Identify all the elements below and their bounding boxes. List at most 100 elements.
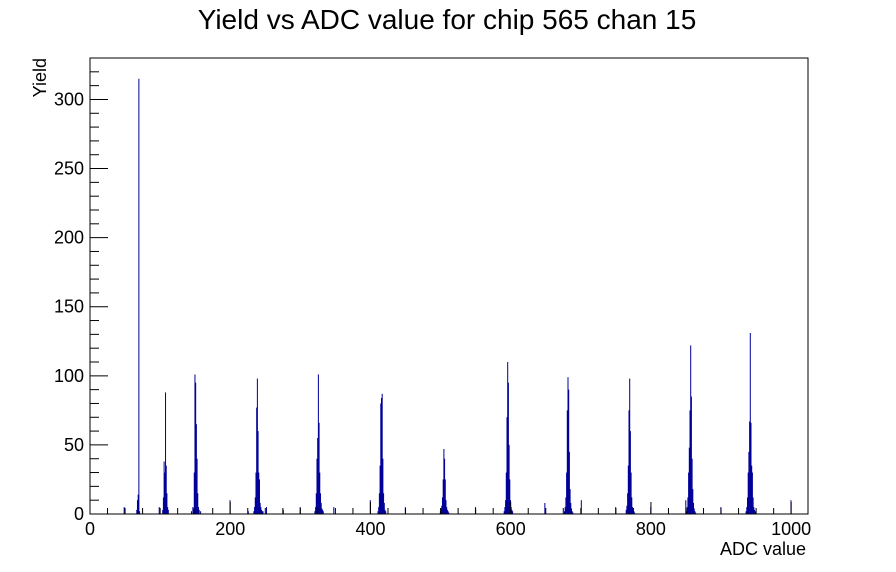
- histogram-bin: [384, 509, 386, 514]
- histogram-bin: [254, 507, 256, 514]
- x-tick-label: 1000: [771, 519, 811, 539]
- histogram-bin: [688, 472, 690, 514]
- histogram-bin: [446, 507, 448, 514]
- histogram-bin: [634, 512, 636, 514]
- histogram-bin: [193, 508, 195, 514]
- histogram-bin: [750, 422, 752, 514]
- histogram-bin: [749, 332, 751, 514]
- histogram-bin: [261, 509, 263, 514]
- histogram-bin: [196, 458, 198, 514]
- histogram-bin: [630, 472, 632, 514]
- histogram-bin: [198, 509, 200, 514]
- y-tick-label: 200: [54, 228, 84, 248]
- histogram-bin: [508, 444, 510, 514]
- histogram-bin: [256, 378, 258, 514]
- histogram-bin: [136, 509, 138, 514]
- histogram-bin: [315, 493, 317, 514]
- histogram-bin: [751, 465, 753, 514]
- histogram-bin: [633, 511, 635, 514]
- histogram-bin: [314, 511, 316, 514]
- histogram-bin: [627, 493, 629, 514]
- histogram-bin: [688, 447, 690, 514]
- histogram-bin: [566, 410, 568, 514]
- histogram-bin: [167, 507, 169, 514]
- histogram-bin: [692, 489, 694, 514]
- histogram-bin: [165, 465, 167, 514]
- x-tick-label: 600: [496, 519, 526, 539]
- histogram-bin: [507, 382, 509, 514]
- histogram-bin: [695, 512, 697, 514]
- histogram-bin: [691, 458, 693, 514]
- histogram-bin: [628, 410, 630, 514]
- histogram-bin: [690, 396, 692, 514]
- chart-title: Yield vs ADC value for chip 565 chan 15: [198, 4, 697, 35]
- histogram-bin: [194, 374, 196, 514]
- histogram-bin: [580, 500, 582, 514]
- histogram-bin: [748, 451, 750, 514]
- histogram-bin: [507, 362, 509, 514]
- histogram-bin: [444, 458, 446, 514]
- histogram-bin: [440, 508, 442, 514]
- histogram-bin: [512, 511, 514, 514]
- histogram-bin: [441, 505, 443, 514]
- histogram-bin: [506, 417, 508, 514]
- histogram-bin: [321, 508, 323, 514]
- histogram-bin: [746, 507, 748, 514]
- histogram-bin: [443, 449, 445, 514]
- histogram-bin: [693, 502, 695, 514]
- histogram-bin: [446, 509, 448, 514]
- histogram-bin: [162, 497, 164, 514]
- histogram-bin: [197, 493, 199, 514]
- x-tick-label: 0: [85, 519, 95, 539]
- histogram-bin: [631, 497, 633, 514]
- histogram-bin: [379, 465, 381, 514]
- histogram-bin: [378, 493, 380, 514]
- histogram-bin: [689, 410, 691, 514]
- histogram-bin: [256, 407, 258, 514]
- histogram-bin: [694, 511, 696, 514]
- histogram-bin: [382, 458, 384, 514]
- histogram-bin: [383, 493, 385, 514]
- histogram-bin: [749, 421, 751, 514]
- histogram-bin: [260, 507, 262, 514]
- y-tick-label: 250: [54, 159, 84, 179]
- histogram-bin: [447, 511, 449, 514]
- histogram-bin: [317, 438, 319, 514]
- histogram-bin: [380, 397, 382, 514]
- y-axis-label: Yield: [30, 58, 50, 97]
- histogram-bin: [258, 472, 260, 514]
- histogram-bin: [568, 389, 570, 514]
- histogram-bin: [544, 502, 546, 514]
- histogram-bin: [383, 502, 385, 514]
- histogram-bin: [687, 497, 689, 514]
- histogram-bin: [511, 509, 513, 514]
- histogram-bin: [123, 507, 125, 514]
- histogram-bin: [317, 374, 319, 514]
- histogram-bin: [567, 377, 569, 514]
- histogram-bin: [195, 382, 197, 514]
- histogram-bin: [190, 511, 192, 514]
- histogram-bin: [137, 494, 139, 514]
- histogram-bin: [747, 472, 749, 514]
- y-tick-label: 150: [54, 297, 84, 317]
- histogram-bin: [629, 378, 631, 514]
- histogram-bin: [505, 500, 507, 514]
- histogram-bin: [570, 502, 572, 514]
- histogram-bin: [445, 500, 447, 514]
- histogram-bin: [322, 511, 324, 514]
- histogram-bin: [686, 511, 687, 514]
- histogram-bin: [315, 507, 317, 514]
- histogram-bin: [162, 509, 164, 514]
- histogram-bin: [569, 489, 571, 514]
- histogram-bin: [195, 424, 197, 514]
- histogram-bin: [158, 507, 160, 514]
- histogram-bin: [167, 509, 169, 514]
- histogram-bin: [192, 507, 194, 514]
- histogram-bin: [381, 393, 383, 514]
- histogram-bin: [262, 511, 264, 514]
- histogram-bin: [322, 509, 324, 514]
- histogram-bin: [442, 479, 444, 514]
- histogram-bin: [259, 502, 261, 514]
- histogram-bin: [505, 472, 507, 514]
- histogram-bin: [629, 431, 631, 514]
